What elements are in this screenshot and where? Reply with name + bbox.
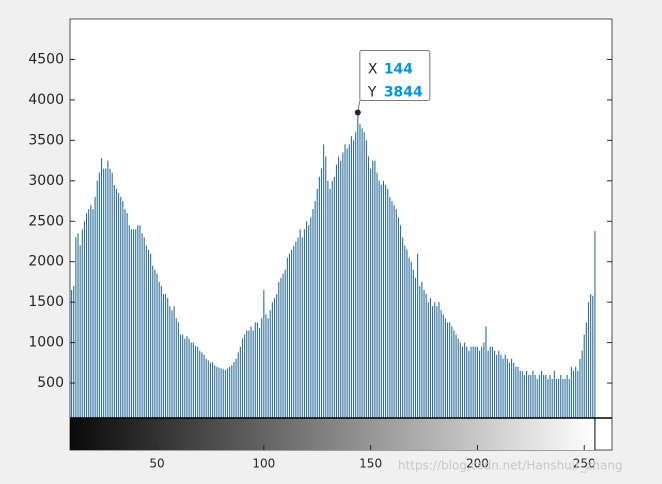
x-tick-label: 50 bbox=[149, 457, 164, 471]
watermark: https://blog.csdn.net/Hanshuir_zhang bbox=[398, 459, 623, 473]
y-tick-label: 1500 bbox=[28, 294, 64, 310]
y-tick-label: 4500 bbox=[28, 51, 64, 67]
y-tick-label: 1000 bbox=[28, 335, 64, 351]
y-tick-label: 3000 bbox=[28, 173, 64, 189]
y-tick-label: 2500 bbox=[28, 213, 64, 229]
x-tick-label: 150 bbox=[359, 457, 382, 471]
y-tick-label: 2000 bbox=[28, 254, 64, 270]
datatip-box bbox=[359, 50, 431, 102]
y-tick-label: 500 bbox=[37, 375, 64, 391]
x-tick-label: 250 bbox=[573, 457, 596, 471]
colorbar bbox=[70, 417, 612, 450]
datatip-x-label: X bbox=[368, 62, 378, 78]
y-tick-label: 4000 bbox=[28, 92, 64, 108]
x-tick-label: 100 bbox=[252, 457, 275, 471]
datatip: X 144 Y 3844 bbox=[354, 50, 431, 116]
datatip-y-value: 3844 bbox=[384, 85, 423, 101]
bars bbox=[70, 112, 596, 424]
ticks: 500 1000 1500 2000 2500 3000 3500 4000 4500 50 100… bbox=[28, 51, 612, 471]
y-tick-label: 3500 bbox=[28, 132, 64, 148]
datatip-y-label: Y bbox=[367, 85, 377, 101]
x-tick-label: 200 bbox=[466, 457, 489, 471]
datatip-marker bbox=[354, 109, 361, 116]
colorbar-gradient bbox=[70, 418, 595, 450]
datatip-x-value: 144 bbox=[384, 62, 413, 78]
